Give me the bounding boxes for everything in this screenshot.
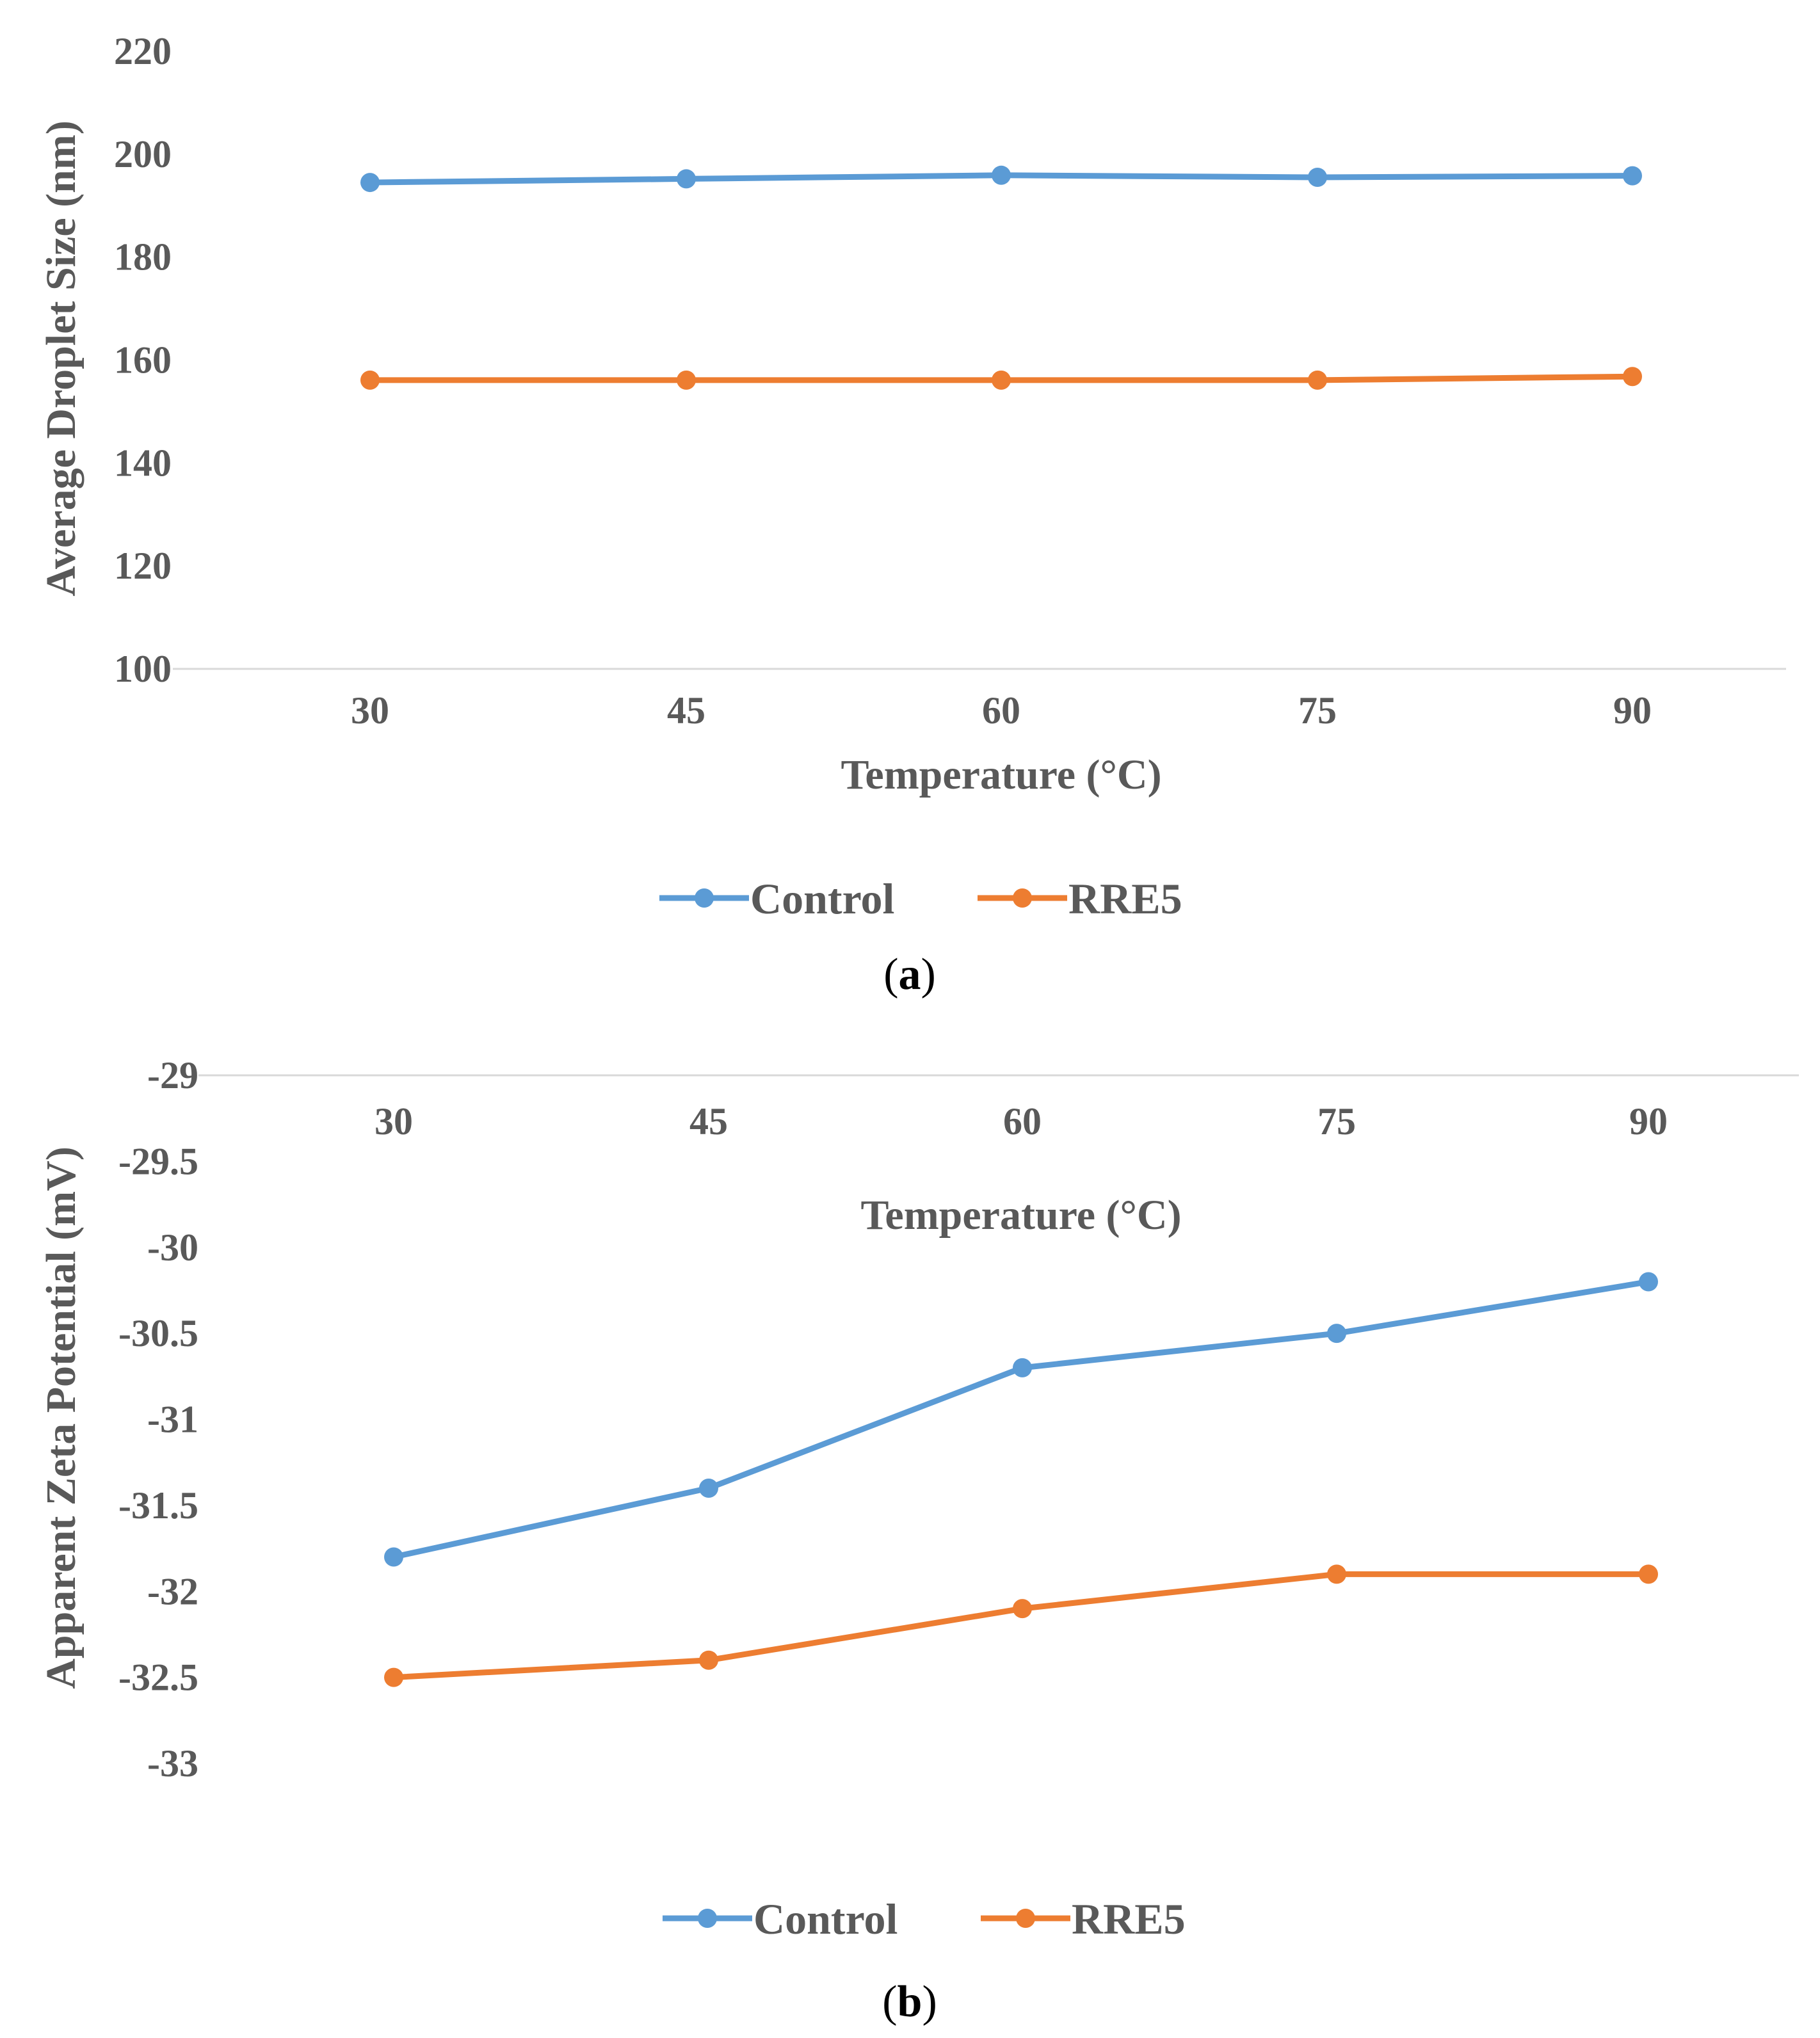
- data-point: [1327, 1564, 1346, 1584]
- x-tick-label: 45: [667, 689, 705, 732]
- data-point: [1639, 1564, 1658, 1584]
- y-tick-label: -31: [147, 1399, 198, 1441]
- x-tick-label: 90: [1613, 689, 1652, 732]
- data-point: [1623, 166, 1642, 186]
- y-tick-label: -32.5: [118, 1657, 198, 1699]
- data-point: [1308, 370, 1327, 390]
- data-point: [360, 370, 380, 390]
- series-line-rre5: [391, 1571, 1652, 1681]
- legend-label: RRE5: [1072, 1895, 1186, 1943]
- y-tick-label: -33: [147, 1742, 198, 1785]
- data-point: [1639, 1272, 1658, 1292]
- y-tick-label: 180: [114, 236, 172, 278]
- y-tick-label: -32: [147, 1570, 198, 1612]
- legend-marker-control: [695, 888, 714, 908]
- y-tick-label: -31.5: [118, 1484, 198, 1527]
- y-tick-label: 100: [114, 648, 172, 690]
- legend-marker-control: [698, 1909, 717, 1928]
- data-point: [699, 1650, 718, 1670]
- panel-label: (b): [882, 1977, 937, 2026]
- y-tick-label: 160: [114, 339, 172, 381]
- series-line-control: [391, 1279, 1652, 1560]
- data-point: [677, 169, 696, 189]
- x-axis-title: Temperature (°C): [860, 1192, 1181, 1239]
- panel-label: (a): [883, 950, 936, 999]
- x-tick-label: 45: [689, 1100, 728, 1143]
- legend-label: RRE5: [1068, 874, 1182, 923]
- legend-label: Control: [753, 1895, 898, 1943]
- x-tick-label: 75: [1317, 1100, 1356, 1143]
- y-axis-title: Average Droplet Size (nm): [38, 120, 85, 597]
- data-point: [360, 173, 380, 193]
- x-tick-label: 60: [1003, 1100, 1042, 1143]
- y-tick-label: -29.5: [118, 1140, 198, 1182]
- legend-marker-rre5: [1013, 888, 1032, 908]
- data-point: [384, 1667, 403, 1687]
- chart-a: 100 120 140 160 180 200 220 30 45 60 75 90 Temperatu…: [38, 30, 1786, 999]
- x-tick-label: 60: [982, 689, 1020, 732]
- data-point: [384, 1547, 403, 1567]
- chart-b: -29 -29.5 -30 -30.5 -31 -31.5 -32 -32.5 -33 30 45 6…: [38, 1054, 1799, 2026]
- legend-label: Control: [750, 874, 894, 923]
- y-tick-label: -30.5: [118, 1312, 198, 1354]
- data-point: [1623, 367, 1642, 387]
- y-tick-label: -29: [147, 1054, 198, 1096]
- panel-letter: b: [898, 1977, 922, 2026]
- y-tick-label: 140: [114, 442, 172, 484]
- x-tick-label: 30: [351, 689, 389, 732]
- x-tick-label: 90: [1629, 1100, 1668, 1143]
- x-tick-label: 75: [1298, 689, 1337, 732]
- y-axis-title: Apparent Zeta Potential (mV): [38, 1146, 85, 1689]
- panel-paren-open: (: [882, 1977, 897, 2026]
- panel-paren-close: ): [922, 1977, 937, 2026]
- panel-paren-close: ): [921, 950, 936, 999]
- legend-marker-rre5: [1016, 1909, 1035, 1928]
- data-point: [699, 1479, 718, 1498]
- data-point: [1308, 168, 1327, 188]
- x-axis-title: Temperature (°C): [841, 751, 1161, 798]
- panel-letter: a: [899, 950, 921, 999]
- x-tick-label: 30: [374, 1100, 413, 1143]
- data-point: [1013, 1358, 1032, 1377]
- panel-paren-open: (: [883, 950, 898, 999]
- data-point: [1013, 1599, 1032, 1619]
- data-point: [1327, 1324, 1346, 1344]
- y-tick-label: -30: [147, 1226, 198, 1269]
- y-tick-label: 120: [114, 545, 172, 587]
- data-point: [677, 370, 696, 390]
- data-point: [992, 370, 1011, 390]
- y-tick-label: 220: [114, 30, 172, 72]
- y-tick-label: 200: [114, 133, 172, 175]
- data-point: [992, 165, 1011, 185]
